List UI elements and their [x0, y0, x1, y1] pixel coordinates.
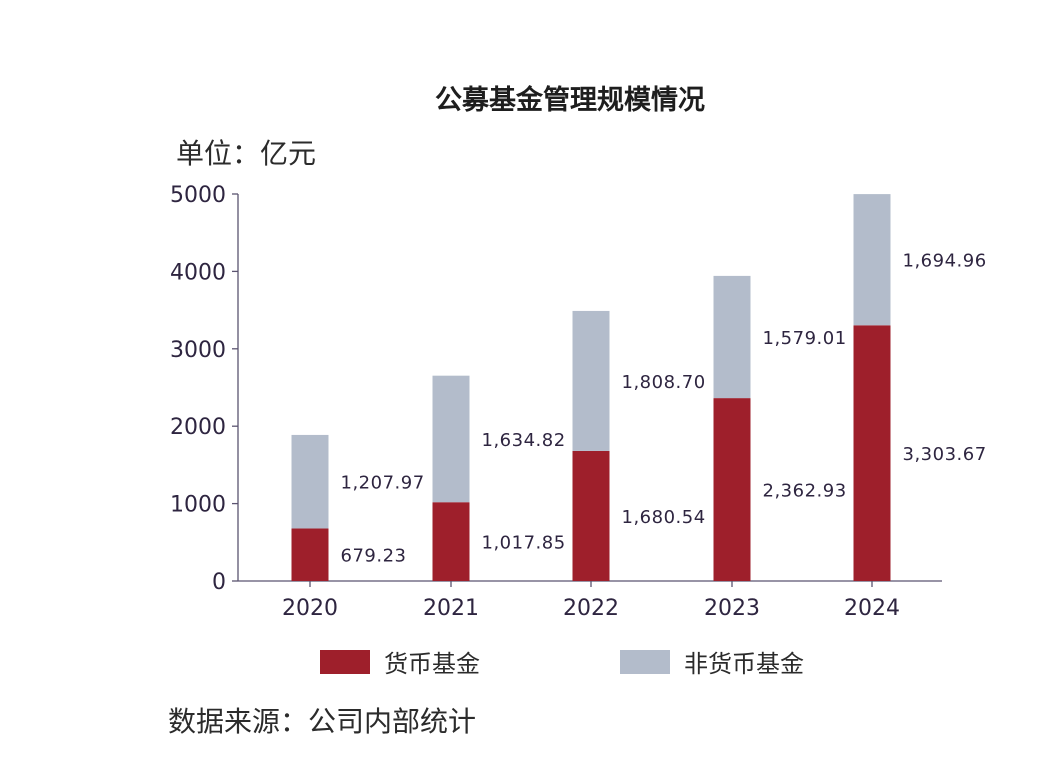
bar-non-money-fund [713, 275, 751, 399]
bar-non-money-fund [432, 375, 470, 503]
x-tick-label: 2023 [704, 596, 760, 621]
x-tick-label: 2020 [282, 596, 338, 621]
data-label: 2,362.93 [763, 481, 847, 502]
unit-label: 单位：亿元 [176, 137, 317, 170]
data-label: 3,303.67 [903, 444, 987, 465]
x-tick-label: 2022 [563, 596, 619, 621]
y-tick-label: 1000 [170, 493, 226, 518]
y-tick-label: 2000 [170, 415, 226, 440]
data-label: 1,680.54 [622, 507, 706, 528]
data-label: 1,017.85 [482, 533, 566, 554]
y-tick-label: 0 [212, 570, 226, 595]
y-tick-label: 3000 [170, 338, 226, 363]
legend-label: 非货币基金 [684, 650, 804, 678]
bar-non-money-fund [853, 194, 891, 326]
x-tick-label: 2021 [423, 596, 479, 621]
legend-item-non-money-fund: 非货币基金 [620, 644, 804, 679]
data-label: 1,694.96 [903, 251, 987, 272]
bar-money-fund [432, 502, 470, 581]
legend-label: 货币基金 [384, 650, 480, 678]
legend-item-money-fund: 货币基金 [320, 644, 480, 679]
source-note: 数据来源：公司内部统计 [168, 705, 477, 738]
y-tick-label: 5000 [170, 183, 226, 208]
x-tick-label: 2024 [844, 596, 900, 621]
data-label: 1,634.82 [482, 430, 566, 451]
data-label: 1,579.01 [763, 328, 847, 349]
data-label: 1,808.70 [622, 372, 706, 393]
data-label: 679.23 [341, 546, 407, 567]
y-tick-label: 4000 [170, 260, 226, 285]
chart-title: 公募基金管理规模情况 [435, 85, 705, 116]
legend-swatch [320, 649, 370, 674]
bar-non-money-fund [291, 434, 329, 529]
bar-money-fund [853, 325, 891, 581]
legend-swatch [620, 649, 670, 674]
bar-money-fund [291, 528, 329, 581]
bar-money-fund [572, 450, 610, 581]
data-label: 1,207.97 [341, 473, 425, 494]
bar-non-money-fund [572, 310, 610, 451]
bar-money-fund [713, 398, 751, 581]
